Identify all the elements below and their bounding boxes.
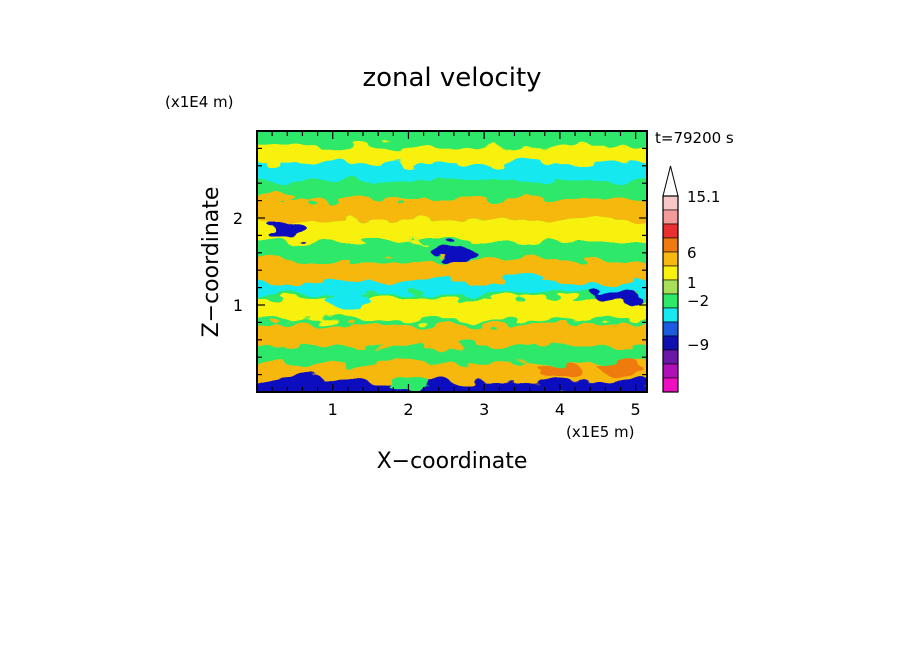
y-unit-label: (x1E4 m) xyxy=(165,93,234,111)
colorbar-frame xyxy=(662,195,679,393)
y-tick-label: 2 xyxy=(233,209,243,228)
x-unit-label: (x1E5 m) xyxy=(566,423,635,441)
colorbar-swatch-11 xyxy=(662,349,679,365)
field-bands xyxy=(257,131,647,392)
x-axis-ticks: 1 2 3 4 5 xyxy=(271,131,641,419)
colorbar-swatch-3 xyxy=(662,237,679,253)
field-band-3 xyxy=(257,324,647,347)
colorbar-arrow xyxy=(662,165,679,197)
colorbar-swatch-10 xyxy=(662,335,679,351)
colorbar-swatch-12 xyxy=(662,363,679,379)
colorbar-swatch-6 xyxy=(662,279,679,295)
colorbar-swatch-5 xyxy=(662,265,679,281)
field-band-11 xyxy=(257,159,647,182)
plot-frame xyxy=(256,130,648,393)
field-band-2 xyxy=(257,341,647,364)
field-band-10 xyxy=(257,176,647,199)
field-band-9 xyxy=(257,198,647,221)
field-band-8 xyxy=(257,220,647,242)
field-blob-4 xyxy=(431,245,476,260)
y-axis-ticks: 12 xyxy=(233,147,647,376)
x-tick-label: 3 xyxy=(479,400,489,419)
field-blob-8 xyxy=(325,293,370,308)
contour-field xyxy=(257,131,647,392)
colorbar-label: −2 xyxy=(687,292,709,310)
field-blob-9 xyxy=(257,211,302,225)
field-blob-0 xyxy=(280,374,325,389)
time-label: t=79200 s xyxy=(655,129,734,147)
colorbar-swatch-13 xyxy=(662,377,679,393)
field-blob-5 xyxy=(594,289,639,304)
field-blob-7 xyxy=(500,271,545,286)
field-band-4 xyxy=(257,298,647,321)
x-tick-label: 4 xyxy=(555,400,565,419)
colorbar-swatch-7 xyxy=(662,293,679,309)
field-band-12 xyxy=(257,141,647,164)
colorbar-swatch-1 xyxy=(662,209,679,225)
field-blob-6 xyxy=(265,224,310,239)
field-blob-1 xyxy=(386,376,431,391)
chart-title: zonal velocity xyxy=(362,63,541,93)
colorbar-swatch-4 xyxy=(662,251,679,267)
colorbar-label: −9 xyxy=(687,336,709,354)
y-axis-label: Z−coordinate xyxy=(199,187,224,338)
x-tick-label: 2 xyxy=(403,400,413,419)
field-band-6 xyxy=(257,259,647,282)
field-band-13 xyxy=(257,131,647,147)
x-axis-label: X−coordinate xyxy=(377,449,528,474)
colorbar-swatch-2 xyxy=(662,223,679,239)
colorbar-label: 1 xyxy=(687,274,697,292)
colorbar-label: 6 xyxy=(687,244,697,262)
colorbar-swatch-8 xyxy=(662,307,679,323)
colorbar-swatch-9 xyxy=(662,321,679,337)
y-tick-label: 1 xyxy=(233,296,243,315)
x-tick-label: 5 xyxy=(631,400,641,419)
colorbar-label: 15.1 xyxy=(687,188,720,206)
field-blob-3 xyxy=(598,360,643,375)
colorbar: 15.1 6 1−2 −9 xyxy=(662,165,720,393)
field-blob-2 xyxy=(537,363,582,378)
colorbar-swatch-0 xyxy=(662,195,679,211)
x-tick-label: 1 xyxy=(328,400,338,419)
